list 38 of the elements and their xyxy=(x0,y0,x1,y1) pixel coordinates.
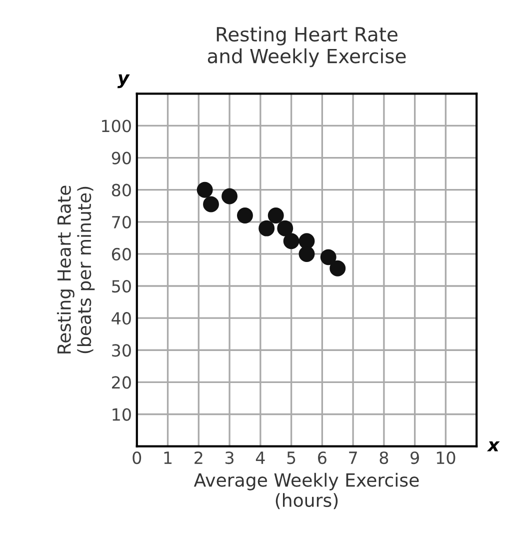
y-tick-label: 60 xyxy=(112,248,131,261)
point xyxy=(298,233,315,250)
x-tick-label: 3 xyxy=(226,451,234,464)
point xyxy=(320,249,336,266)
point xyxy=(268,208,284,224)
text: y xyxy=(117,74,130,88)
point xyxy=(258,220,275,236)
x-tick-label: 10 xyxy=(436,451,456,464)
x-tick-label: 4 xyxy=(256,452,265,464)
point xyxy=(330,260,346,276)
point xyxy=(222,188,238,204)
point xyxy=(298,246,315,262)
point xyxy=(236,208,253,224)
y-tick-label: 10 xyxy=(112,408,131,421)
point xyxy=(277,220,294,236)
point xyxy=(203,196,219,212)
x-tick-label: 5 xyxy=(287,452,296,464)
y-tick-label: 90 xyxy=(112,152,131,164)
point xyxy=(283,233,300,250)
y-tick-label: 70 xyxy=(112,216,131,228)
y-tick-label: 40 xyxy=(112,312,131,325)
y-axis-title: Resting Heart Rate (beats per minute) xyxy=(56,186,95,354)
chart-title: Resting Heart Rate and Weekly Exercise xyxy=(208,26,406,68)
y-tick-label: 50 xyxy=(112,280,131,293)
y-tick-label: 30 xyxy=(112,344,131,357)
y-tick-label: 100 xyxy=(102,120,131,132)
y-tick-label: 80 xyxy=(112,184,131,196)
x-tick-label: 6 xyxy=(318,451,326,464)
x-tick-label: 9 xyxy=(410,451,419,464)
text: x xyxy=(486,441,500,452)
x-tick-label: 2 xyxy=(194,451,202,464)
x-tick-label: 1 xyxy=(164,452,172,464)
x-axis-title: Average Weekly Exercise (hours) xyxy=(194,472,419,510)
x-tick-label: 7 xyxy=(349,452,357,464)
x-tick-label: 8 xyxy=(380,451,388,464)
y-tick-label: 20 xyxy=(112,376,131,389)
x-tick-label: 0 xyxy=(132,451,142,464)
point xyxy=(196,182,213,198)
